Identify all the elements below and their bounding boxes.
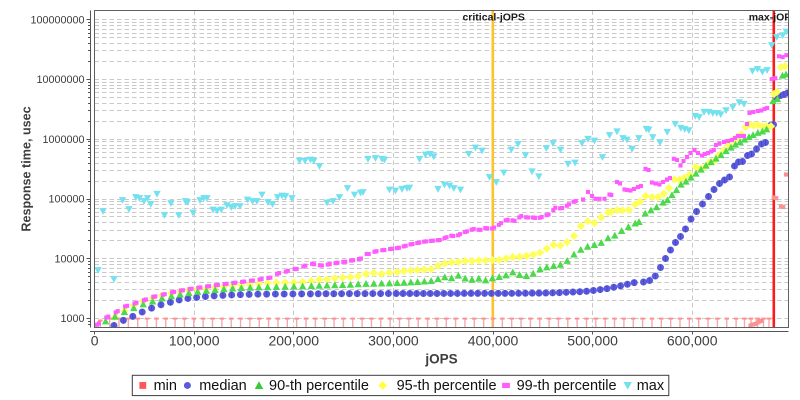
svg-text:200,000: 200,000: [268, 333, 319, 349]
svg-text:99-th percentile: 99-th percentile: [517, 378, 617, 394]
svg-text:median: median: [199, 378, 247, 394]
svg-text:10000000: 10000000: [36, 74, 84, 86]
svg-text:100,000: 100,000: [169, 333, 220, 349]
svg-text:500,000: 500,000: [567, 333, 618, 349]
svg-text:critical-jOPS: critical-jOPS: [462, 12, 524, 24]
svg-text:300,000: 300,000: [368, 333, 419, 349]
svg-text:1000: 1000: [60, 313, 84, 325]
svg-text:1000000: 1000000: [42, 134, 84, 146]
svg-text:95-th percentile: 95-th percentile: [397, 378, 497, 394]
svg-text:Response time, usec: Response time, usec: [20, 106, 34, 231]
svg-text:max-jOPS: max-jOPS: [749, 12, 799, 24]
svg-text:jOPS: jOPS: [424, 352, 457, 367]
svg-text:0: 0: [91, 333, 99, 349]
svg-text:100000000: 100000000: [30, 14, 84, 26]
svg-text:max: max: [637, 378, 665, 394]
svg-text:100000: 100000: [48, 194, 84, 206]
svg-text:90-th percentile: 90-th percentile: [269, 378, 369, 394]
svg-text:600,000: 600,000: [667, 333, 718, 349]
svg-text:10000: 10000: [54, 253, 84, 265]
svg-text:min: min: [154, 378, 177, 394]
svg-text:400,000: 400,000: [468, 333, 519, 349]
